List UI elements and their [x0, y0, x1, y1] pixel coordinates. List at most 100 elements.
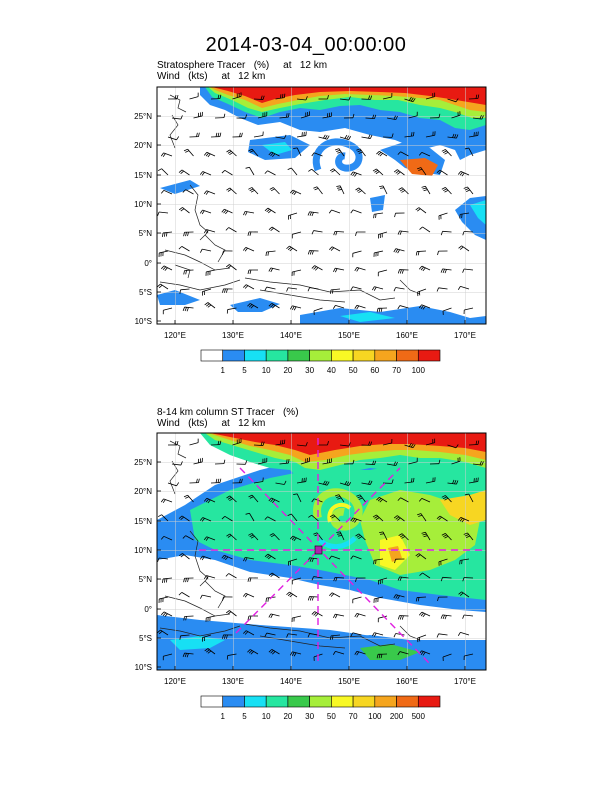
wind-barb [287, 167, 298, 176]
colorbar-swatch [265, 349, 289, 362]
wind-barb [350, 555, 362, 560]
colorbar-label: 10 [262, 712, 271, 721]
wind-barb [199, 555, 212, 561]
wind-barb [268, 226, 280, 233]
wind-barb [269, 187, 280, 195]
lat-tick-label: 0° [144, 259, 152, 268]
wind-barb [397, 230, 409, 235]
wind-barb [265, 250, 276, 256]
wind-barb [222, 596, 233, 601]
wind-barb [436, 169, 448, 176]
lon-tick-label: 150°E [338, 331, 360, 340]
wind-barb [438, 212, 448, 220]
wind-barb [300, 111, 311, 119]
wind-barb [371, 632, 384, 637]
lon-tick-label: 120°E [164, 331, 186, 340]
wind-barb [451, 111, 461, 119]
wind-barb [203, 229, 216, 234]
wind-barb [350, 632, 362, 637]
colorbar-label: 100 [368, 712, 382, 721]
wind-barb [457, 170, 470, 177]
wind-barb [372, 168, 384, 176]
wind-barb [210, 132, 222, 138]
wind-barb [221, 208, 233, 215]
wind-barb [421, 185, 431, 195]
wind-barb [404, 477, 415, 484]
colorbar-label: 5 [242, 712, 247, 721]
wind-barb [382, 479, 394, 484]
wind-barb [425, 477, 436, 484]
wind-barb [464, 147, 474, 157]
wind-barb [447, 98, 459, 103]
wind-barb [397, 305, 409, 310]
wind-barb [376, 307, 388, 313]
wind-barb [205, 615, 216, 622]
wind-barb [333, 613, 345, 619]
wind-barb [311, 230, 323, 235]
wind-barb [459, 558, 470, 565]
wind-barb [463, 653, 474, 660]
wind-barb [463, 307, 474, 314]
wind-barb [243, 211, 255, 216]
wind-barb [332, 650, 345, 655]
wind-barb [178, 592, 190, 598]
wind-barb [307, 633, 319, 638]
wind-barb [313, 186, 323, 195]
wind-barb [243, 284, 255, 290]
wind-barb [225, 573, 237, 579]
wind-barb [329, 634, 341, 640]
wind-barb [268, 267, 280, 273]
wind-barb [268, 613, 280, 619]
wind-barb [199, 171, 212, 176]
wind-barb [355, 231, 366, 236]
wind-barb [418, 611, 431, 618]
colorbar-swatch [222, 349, 245, 362]
wind-barb [189, 132, 200, 138]
wind-barb [354, 267, 366, 272]
wind-barb [248, 187, 259, 195]
wind-barb [264, 516, 276, 522]
wind-barb [354, 650, 366, 656]
wind-barb [386, 461, 398, 467]
colorbar-swatch [200, 695, 224, 708]
colorbar-swatch [352, 695, 376, 708]
wind-barb [361, 134, 373, 139]
wind-barb [393, 169, 405, 176]
wind-barb [253, 95, 265, 100]
colorbar-swatch [309, 349, 332, 362]
wind-barb [221, 169, 233, 176]
wind-barb [361, 480, 373, 485]
wind-barb [264, 207, 276, 214]
wind-barb [291, 615, 302, 622]
wind-barb [167, 440, 179, 446]
panel2-vortex-swirl [313, 488, 363, 531]
wind-barb [418, 265, 431, 272]
colorbar-label: 200 [390, 712, 404, 721]
wind-barb [393, 287, 405, 292]
wind-barb [311, 576, 323, 581]
wind-barb [419, 226, 431, 233]
wind-barb [329, 514, 341, 522]
wind-barb [352, 250, 362, 258]
wind-barb [372, 514, 384, 522]
wind-barb [438, 558, 448, 566]
wind-barb [437, 596, 448, 602]
wind-barb [247, 269, 259, 274]
panel1-map [156, 86, 487, 325]
wind-barb [182, 306, 194, 312]
wind-barb [328, 555, 341, 560]
wind-barb [441, 533, 452, 541]
wind-barb [322, 458, 333, 465]
colorbar-swatch [200, 349, 224, 362]
wind-barb [279, 459, 290, 465]
wind-barb [333, 576, 345, 582]
wind-barb [462, 268, 474, 273]
wind-barb [286, 245, 298, 252]
wind-barb [458, 245, 470, 252]
colorbar-swatch [374, 349, 397, 362]
wind-barb [264, 632, 276, 637]
wind-barb [425, 438, 436, 446]
wind-barb [222, 634, 233, 639]
wind-barb [382, 92, 393, 100]
